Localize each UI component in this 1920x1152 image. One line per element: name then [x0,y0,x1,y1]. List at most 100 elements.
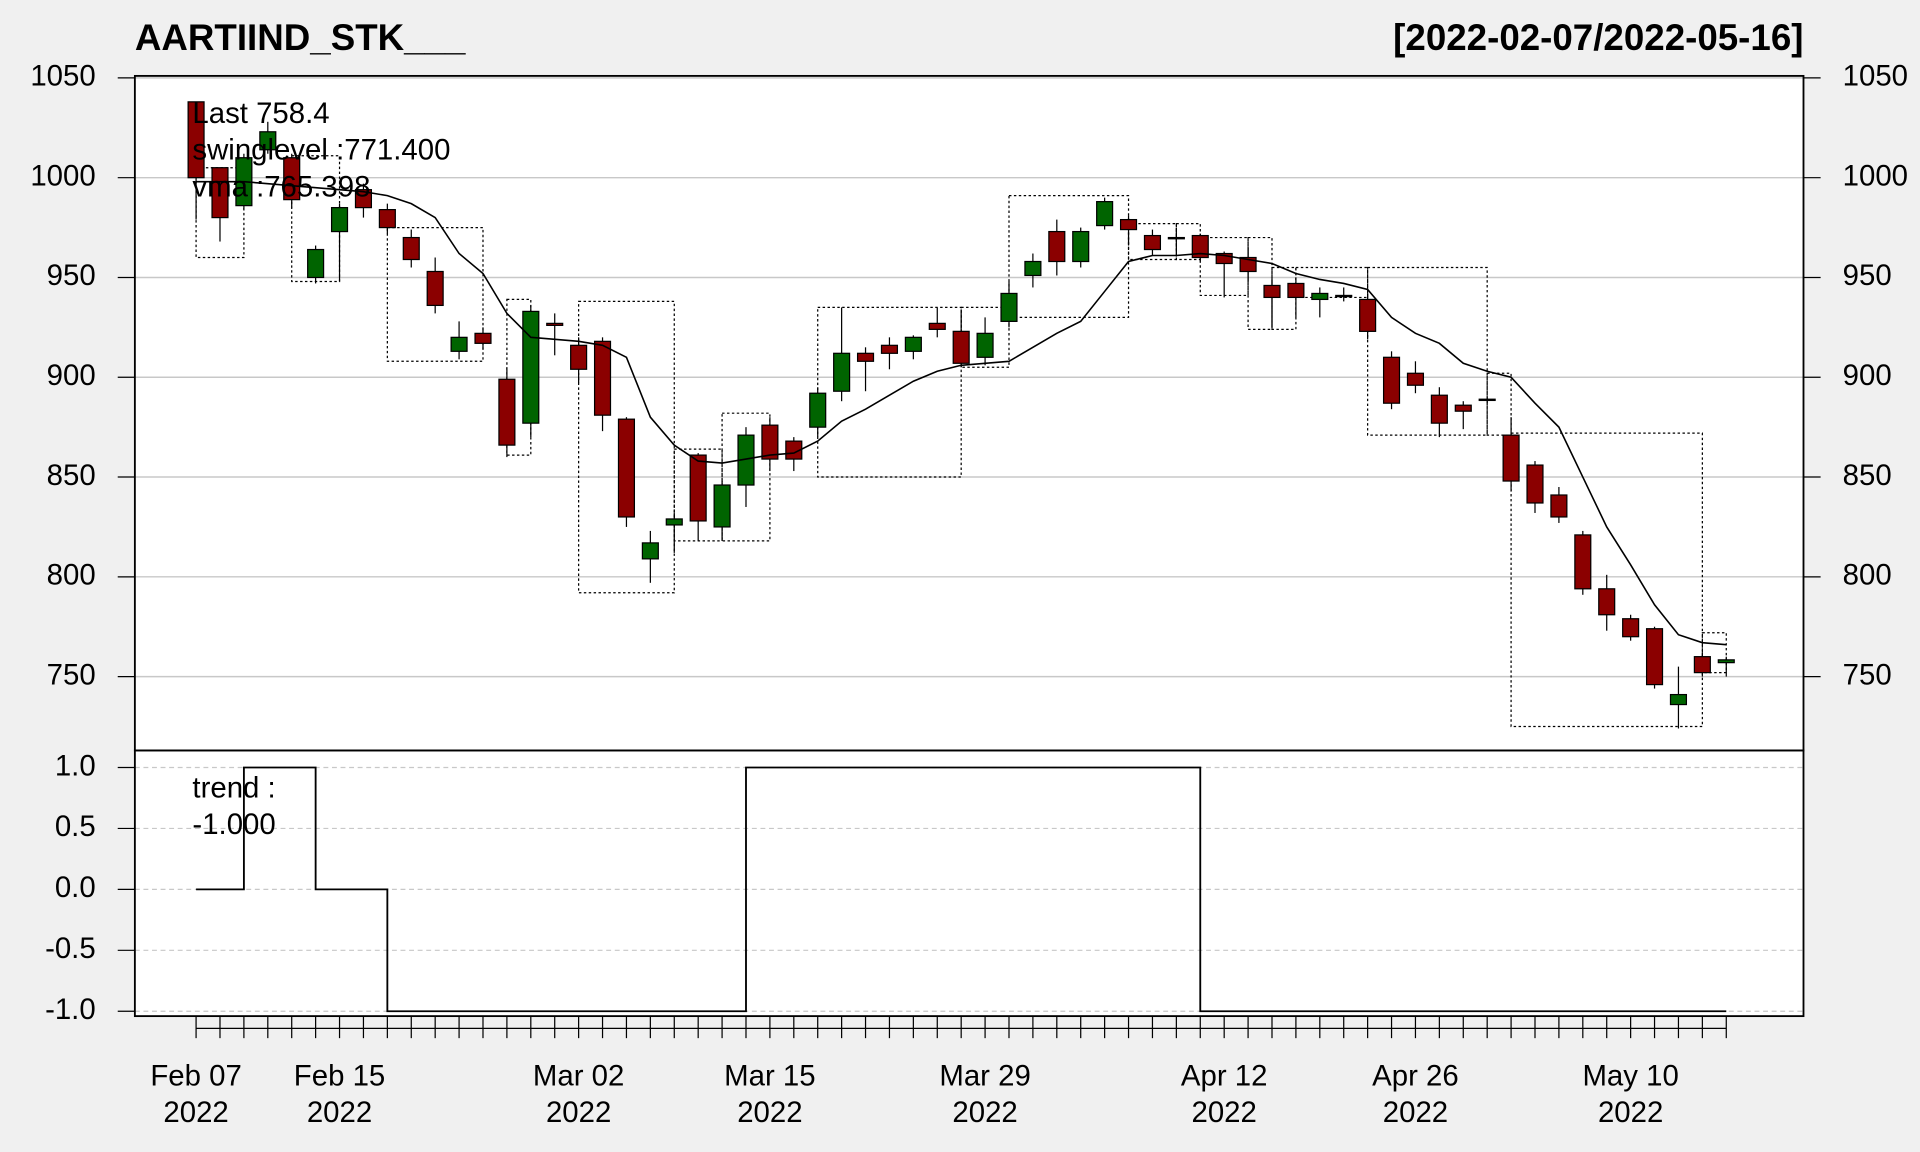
annotation: vma :765.398 [192,170,370,203]
candle-body [1598,588,1616,616]
y-tick-label: 1050 [30,60,95,93]
chart-title: AARTIIND_STK___ [135,17,466,58]
candle-body [330,207,349,233]
y-tick-label: 1.0 [55,749,96,782]
y-tick-label: 1000 [30,159,95,192]
candle-body [689,454,707,522]
candle-body [1717,659,1735,664]
candle-body [928,322,946,330]
candle-body [1454,404,1472,412]
candle-body [1191,234,1209,259]
swing-box [1486,372,1512,436]
candle-body [1167,236,1185,240]
candle-body [785,440,803,460]
candle-body [498,378,516,446]
y-tick-label: 750 [47,658,96,691]
y-tick-label: 800 [47,559,96,592]
candle-body [307,248,325,279]
candle-body [1669,693,1688,706]
candle-body [283,157,301,201]
annotation: Last 758.4 [192,97,329,130]
candle-body [1215,252,1233,265]
candle-body [1000,292,1018,322]
candle-body [641,542,659,560]
candle-body [1645,628,1664,686]
candle-body [1287,282,1305,299]
candle-body [378,209,396,229]
candle-body [880,344,899,354]
y-tick-label: 750 [1843,658,1892,691]
candle-body [1693,656,1711,674]
candle-body [833,352,851,392]
plot-background [134,75,1804,1017]
x-tick-label: Mar 29 2022 [939,1059,1030,1129]
y-tick-label: -1.0 [45,993,96,1026]
candle-body [1335,294,1353,298]
y-tick-label: 950 [47,259,96,292]
candle-body [1096,201,1114,227]
swing-box [1701,632,1727,674]
candle-body [809,392,827,428]
x-tick-label: Mar 02 2022 [533,1059,624,1129]
y-tick-label: 950 [1843,259,1892,292]
candle-body [1143,234,1162,251]
candle-body [976,332,994,358]
annotation: trend : [192,771,275,804]
y-tick-label: -0.5 [45,932,96,965]
x-tick-label: Mar 15 2022 [724,1059,815,1129]
candle-body [522,310,540,424]
y-tick-label: 900 [47,359,96,392]
candle-body [904,336,922,352]
candle-body [713,484,731,528]
candle-body [1406,372,1425,386]
candle-body [1550,494,1568,518]
candle-body [856,352,875,362]
candle-body [1311,292,1329,301]
annotation: swinglevel :771.400 [192,134,450,167]
y-tick-label: 800 [1843,559,1892,592]
swing-box [1367,266,1488,436]
candle-body [450,336,468,352]
candle-body [1526,464,1544,504]
candle-body [1048,230,1066,263]
y-tick-label: 900 [1843,359,1892,392]
candle-body [474,332,492,344]
candle-body [546,322,564,326]
candle-body [570,344,588,370]
x-tick-label: May 10 2022 [1582,1059,1678,1129]
candle-body [1072,230,1090,263]
annotation: -1.000 [192,808,275,841]
candle-body [426,270,444,307]
candle-body [761,424,779,460]
candle-body [1430,394,1448,424]
candle-body [1239,256,1257,273]
candle-body [1622,618,1640,638]
candle-body [952,330,970,364]
candle-body [1359,298,1377,332]
candle-body [1263,284,1281,299]
candle-body [259,131,277,151]
y-tick-label: 0.5 [55,810,96,843]
trend-line [196,766,1727,1013]
x-tick-label: Apr 12 2022 [1181,1059,1268,1129]
candle-body [1502,434,1520,482]
candle-body [187,101,205,179]
x-tick-label: Feb 07 2022 [150,1059,241,1129]
y-tick-label: 1050 [1843,60,1908,93]
swing-box [386,226,484,362]
x-tick-label: Apr 26 2022 [1372,1059,1459,1129]
candle-body [1024,260,1042,277]
trend-frame [133,749,1805,1018]
candle-body [211,167,229,219]
candle-body [617,418,636,518]
candle-body [1478,398,1496,402]
vma-line [196,180,1727,646]
y-tick-label: 1000 [1843,159,1908,192]
swing-box [578,300,675,594]
date-range: [2022-02-07/2022-05-16] [1393,17,1803,58]
x-tick-label: Feb 15 2022 [294,1059,385,1129]
swing-box [1510,432,1703,728]
candle-body [354,189,373,209]
